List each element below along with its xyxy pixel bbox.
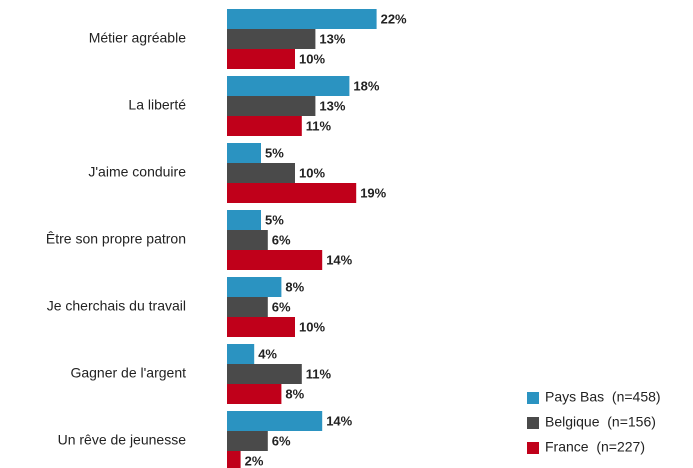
value-label: 11% — [306, 118, 332, 133]
bar — [227, 344, 255, 364]
bar — [227, 411, 323, 431]
value-label: 6% — [272, 433, 291, 448]
category-label: J'aime conduire — [88, 164, 186, 180]
bar — [227, 143, 261, 163]
value-label: 5% — [265, 145, 284, 160]
bar — [227, 183, 357, 203]
value-label: 18% — [353, 78, 379, 93]
value-label: 6% — [272, 299, 291, 314]
bar — [227, 230, 268, 250]
category-label: Être son propre patron — [46, 231, 186, 247]
bar — [227, 277, 282, 297]
bar — [227, 384, 282, 404]
value-label: 4% — [258, 346, 277, 361]
value-label: 10% — [299, 165, 325, 180]
bar — [227, 297, 268, 317]
bar — [227, 210, 261, 230]
bar — [227, 163, 295, 183]
bar — [227, 96, 316, 116]
bar — [227, 76, 350, 96]
legend-swatch — [527, 392, 539, 404]
value-label: 6% — [272, 232, 291, 247]
value-label: 14% — [326, 252, 352, 267]
legend-label: France (n=227) — [545, 439, 645, 455]
value-label: 8% — [285, 279, 304, 294]
value-label: 10% — [299, 51, 325, 66]
category-label: Métier agréable — [89, 30, 186, 46]
value-label: 19% — [360, 185, 386, 200]
value-label: 8% — [285, 386, 304, 401]
legend-swatch — [527, 442, 539, 454]
legend-label: Belgique (n=156) — [545, 414, 656, 430]
value-label: 2% — [245, 453, 264, 468]
bar — [227, 451, 241, 468]
value-label: 14% — [326, 413, 352, 428]
category-label: Je cherchais du travail — [47, 298, 186, 314]
bar — [227, 250, 323, 270]
bar — [227, 317, 295, 337]
value-label: 11% — [306, 366, 332, 381]
category-label: Gagner de l'argent — [70, 365, 186, 381]
bar — [227, 116, 302, 136]
bar — [227, 49, 295, 69]
value-label: 5% — [265, 212, 284, 227]
legend-swatch — [527, 417, 539, 429]
category-label: La liberté — [128, 97, 186, 113]
bar — [227, 364, 302, 384]
value-label: 22% — [381, 11, 407, 26]
legend-label: Pays Bas (n=458) — [545, 389, 661, 405]
bar — [227, 9, 377, 29]
category-label: Un rêve de jeunesse — [58, 432, 187, 448]
bar — [227, 431, 268, 451]
value-label: 13% — [319, 31, 345, 46]
value-label: 10% — [299, 319, 325, 334]
bar — [227, 29, 316, 49]
value-label: 13% — [319, 98, 345, 113]
